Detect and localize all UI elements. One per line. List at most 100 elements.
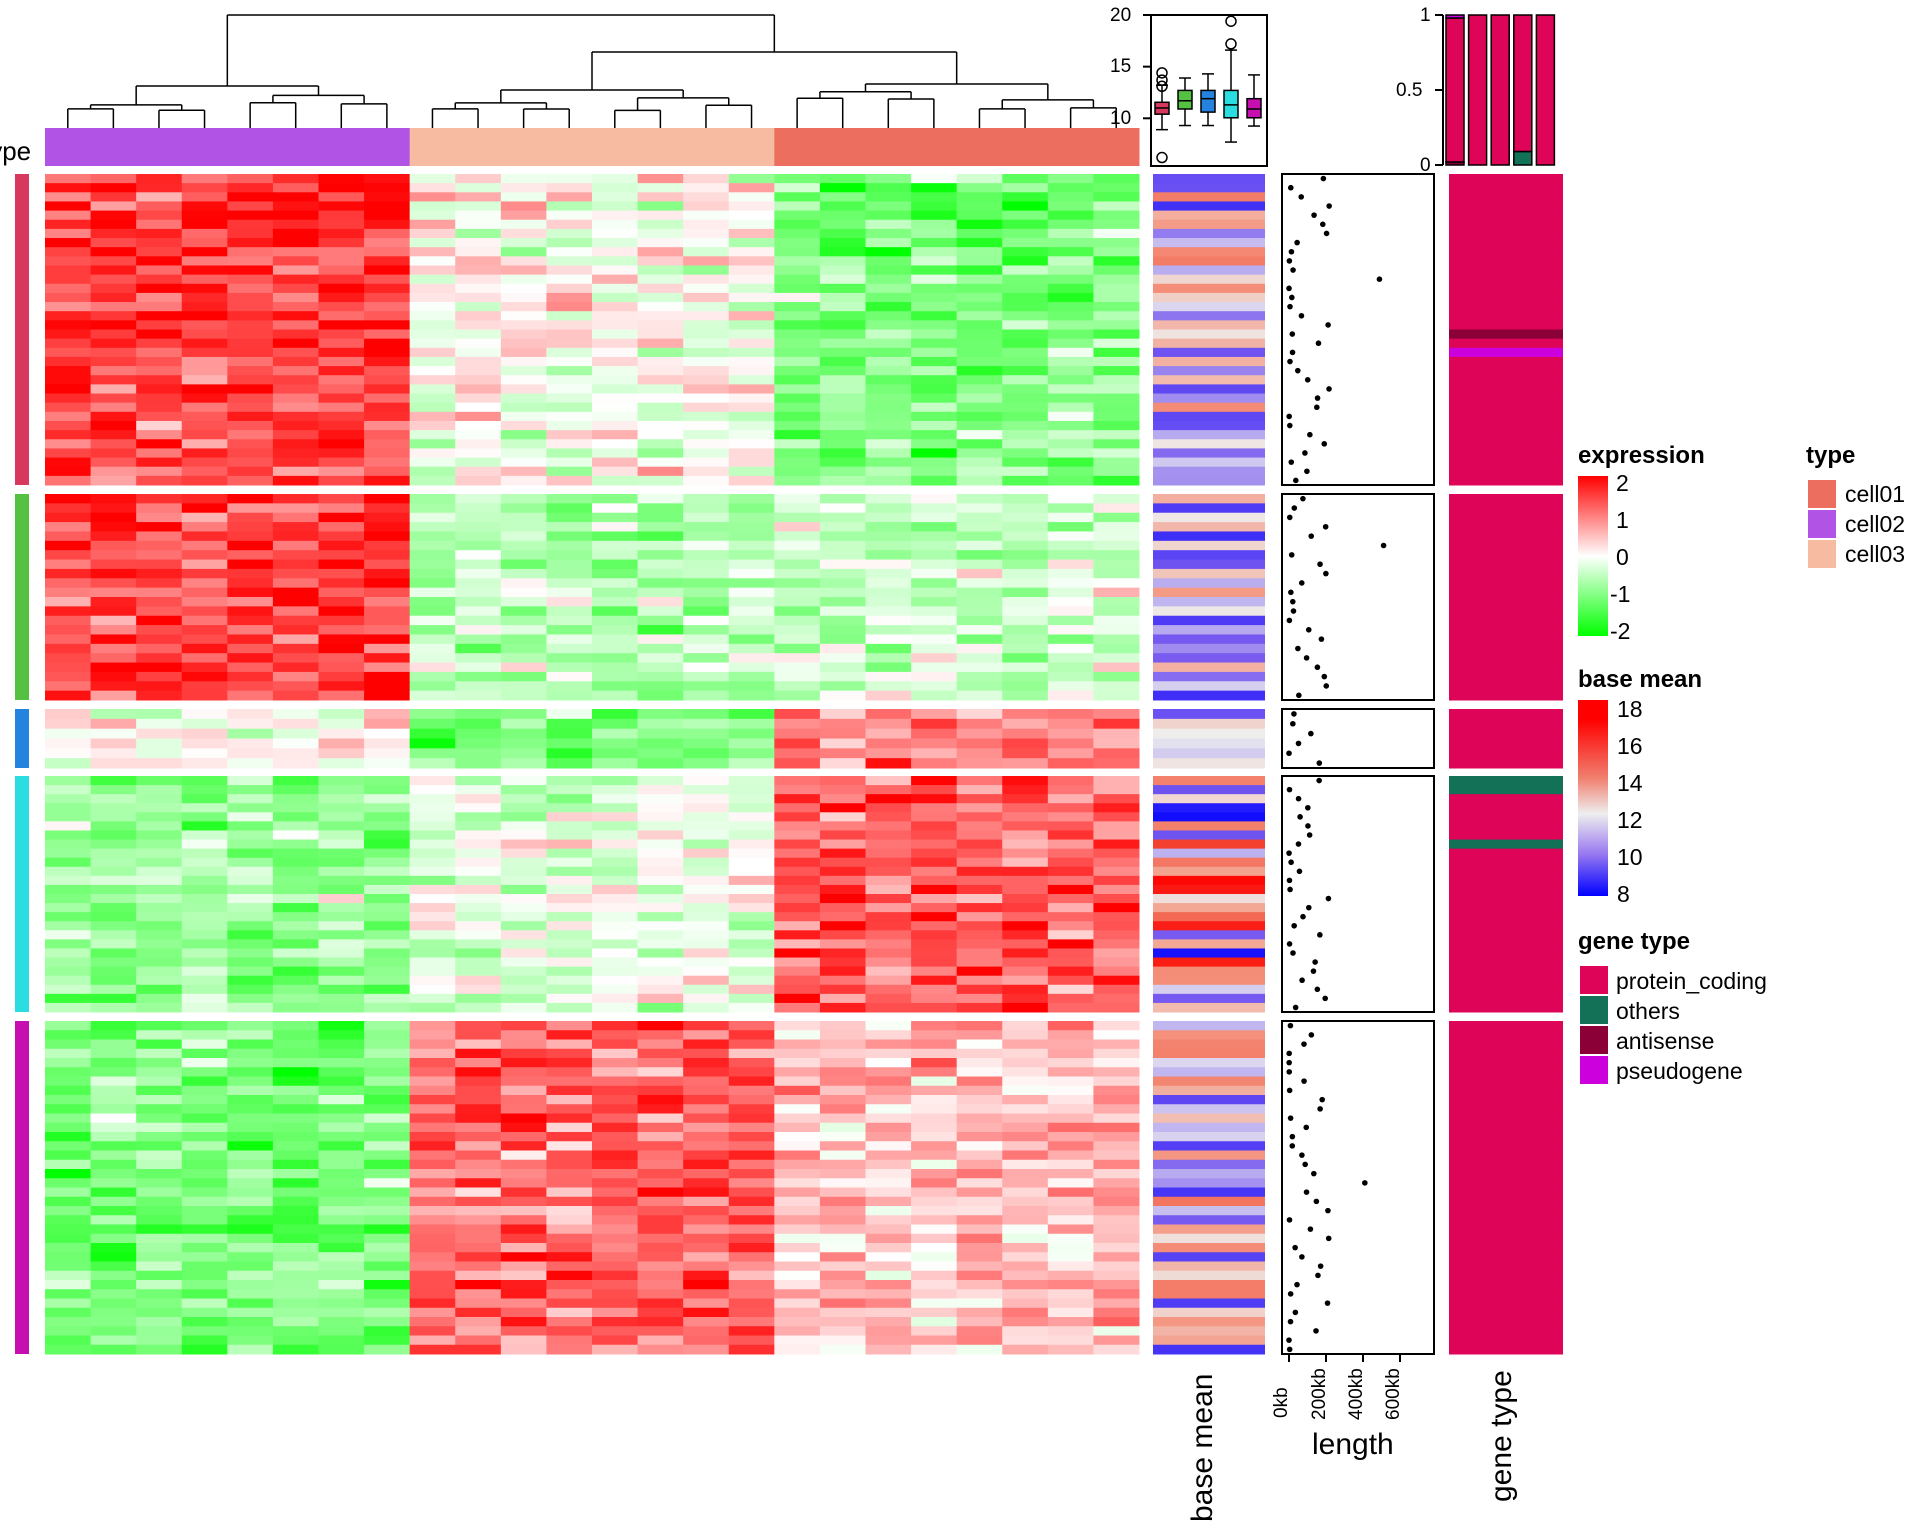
heatmap-cell [500,283,547,294]
length-point [1299,1152,1305,1158]
heatmap-cell [136,634,183,645]
heatmap-cell [1002,238,1049,248]
heatmap-cell [409,894,456,904]
gene-legend-swatch-others [1580,996,1608,1024]
heatmap-cell [90,265,137,276]
heatmap-cell [227,256,274,266]
column-annotation-cell [136,128,183,166]
heatmap-cell [500,653,547,664]
heatmap-cell [683,615,730,626]
heatmap-cell [1002,1233,1049,1244]
type-legend-title: type [1806,442,1856,469]
heatmap-cell [819,366,866,376]
heatmap-cell [592,1058,639,1068]
length-point [1289,598,1296,605]
heatmap-cell [364,1196,411,1207]
heatmap-cell [500,559,547,570]
heatmap-cell [956,210,1003,221]
length-point [1323,230,1330,237]
heatmap-cell [364,366,411,376]
heatmap-cell [45,615,92,626]
heatmap-cell [819,1196,866,1207]
heatmap-cell [592,1076,639,1087]
heatmap-cell [318,948,365,959]
heatmap-cell [956,662,1003,673]
heatmap-cell [637,1122,684,1133]
heatmap-cell [455,292,502,303]
heatmap-cell [181,957,228,968]
heatmap-cell [956,606,1003,617]
heatmap-cell [455,1095,502,1105]
heatmap-cell [181,1104,228,1114]
base-mean-cell [1153,522,1265,532]
column-annotation-cell [911,128,958,166]
length-point [1325,1235,1332,1242]
heatmap-cell [592,329,639,340]
heatmap-cell [637,1002,684,1013]
heatmap-cell [819,966,866,977]
heatmap-cell [728,812,775,822]
heatmap-cell [637,948,684,959]
heatmap-cell [409,857,456,868]
heatmap-cell [683,625,730,635]
heatmap-cell [911,274,958,285]
heatmap-cell [181,812,228,822]
heatmap-cell [409,1002,456,1013]
heatmap-cell [500,671,547,682]
heatmap-cell [45,550,92,561]
heatmap-cell [272,292,319,303]
heatmap-cell [956,192,1003,202]
heatmap-cell [500,794,547,804]
heatmap-cell [272,921,319,931]
heatmap-cell [819,821,866,831]
heatmap-cell [546,411,593,422]
heatmap-cell [592,1317,639,1327]
heatmap-cell [364,559,411,570]
base-mean-cell [1153,347,1265,358]
heatmap-cell [1047,375,1094,385]
base-mean-cell [1153,1270,1265,1281]
heatmap-cell [774,615,821,626]
heatmap-cell [136,1021,183,1031]
heatmap-cell [227,274,274,285]
heatmap-cell [1002,606,1049,617]
heatmap-cell [364,653,411,664]
heatmap-cell [318,466,365,477]
heatmap-cell [956,634,1003,645]
heatmap-cell [90,1076,137,1087]
heatmap-cell [409,606,456,617]
heatmap-cell [819,1058,866,1068]
heatmap-cell [90,384,137,395]
genebar-segment [1513,150,1533,166]
heatmap-cell [592,728,639,739]
heatmap-cell [364,930,411,940]
heatmap-cell [1002,503,1049,514]
heatmap-cell [455,1280,502,1290]
heatmap-cell [683,1048,730,1059]
heatmap-cell [683,1085,730,1096]
heatmap-cell [409,174,456,184]
heatmap-cell [728,1002,775,1013]
gene-type-legend-title: gene type [1578,928,1691,955]
heatmap-cell [1002,1289,1049,1299]
heatmap-cell [956,1280,1003,1290]
heatmap-cell [774,1141,821,1151]
heatmap-cell [911,1280,958,1290]
heatmap-cell [318,1159,365,1170]
gene-type-cell [1449,728,1563,739]
heatmap-cell [272,256,319,266]
heatmap-cell [865,1317,912,1327]
heatmap-cell [911,1224,958,1235]
heatmap-cell [728,634,775,645]
heatmap-cell [728,457,775,468]
base-mean-cell [1153,1067,1265,1077]
base-mean-cell [1153,848,1265,859]
gene-type-cell [1449,690,1563,701]
heatmap-cell [1002,1021,1049,1031]
heatmap-cell [90,948,137,959]
heatmap-cell [409,292,456,303]
heatmap-cell [819,183,866,193]
heatmap-cell [592,311,639,321]
heatmap-cell [409,219,456,230]
heatmap-cell [409,1067,456,1077]
